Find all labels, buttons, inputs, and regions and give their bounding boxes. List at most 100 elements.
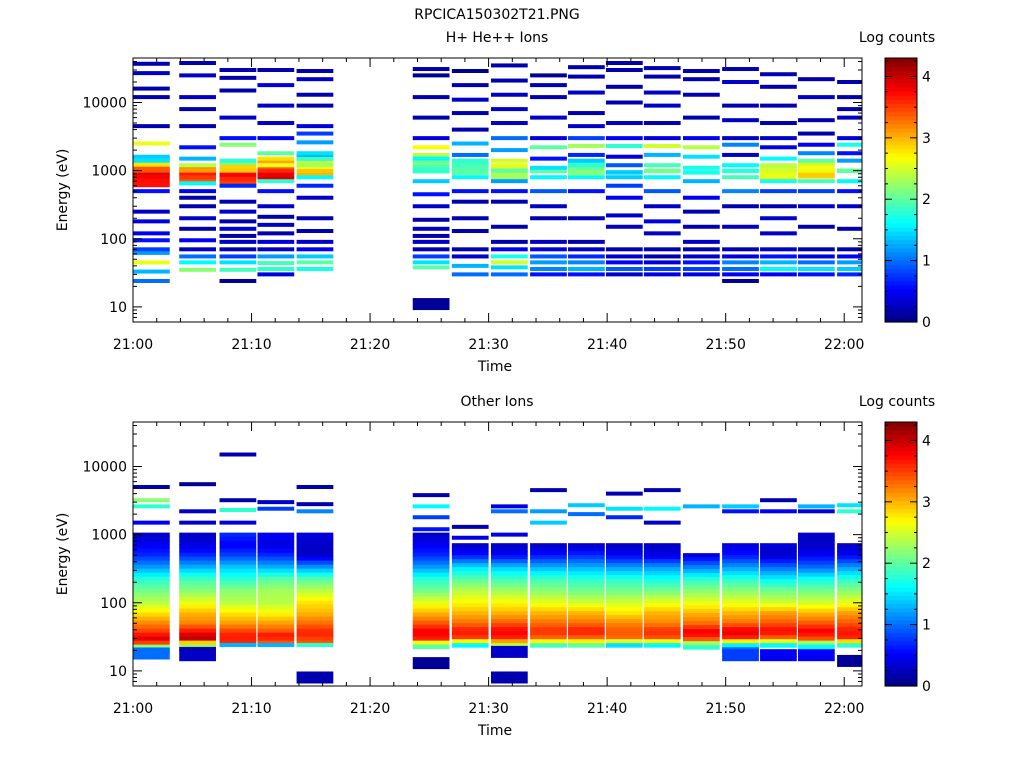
energy-bin-cell [605,254,643,259]
colorbar-segment [885,640,917,646]
energy-bin-cell [133,86,170,91]
time-bin-column [412,493,450,670]
energy-bin-cell [451,163,489,168]
energy-bin-cell [605,266,643,271]
energy-bin-cell [530,579,567,584]
energy-bin-cell [219,608,257,614]
energy-bin-cell [296,548,334,554]
energy-bin-cell [296,560,334,566]
energy-bin-cell [179,646,216,651]
energy-bin-cell [837,179,862,184]
energy-bin-cell [490,623,528,628]
energy-bin-cell [451,603,489,608]
colorbar-segment [885,549,917,555]
colorbar-segment [885,426,917,431]
energy-bin-cell [179,620,216,626]
energy-bin-cell [568,587,605,592]
energy-bin-cell [257,592,295,598]
energy-bin-cell [133,600,170,606]
energy-bin-cell [133,644,170,650]
energy-bin-cell [643,168,681,174]
energy-bin-cell [643,607,681,612]
colorbar-segment [885,173,917,179]
energy-bin-cell [451,158,489,164]
energy-bin-cell [722,152,759,157]
energy-bin-cell [722,599,759,604]
energy-bin-cell [219,616,257,622]
energy-bin-cell [605,579,643,584]
energy-bin-cell [412,95,450,100]
energy-bin-cell [643,103,681,108]
energy-bin-cell [837,79,862,84]
energy-bin-cell [219,560,257,566]
energy-bin-cell [296,228,334,233]
energy-bin-cell [797,640,835,646]
energy-bin-cell [760,168,797,173]
energy-bin-cell [643,551,681,556]
energy-bin-cell [530,175,567,180]
energy-bin-cell [837,579,862,584]
colorbar-segment [885,148,917,154]
energy-bin-cell [490,163,528,168]
energy-bin-cell [683,589,720,594]
time-bin-column [760,498,797,662]
energy-bin-cell [296,183,334,188]
colorbar-segment [885,218,917,224]
energy-bin-cell [179,145,216,150]
energy-bin-cell [643,623,681,628]
energy-bin-cell [133,568,170,574]
energy-bin-cell [257,172,295,178]
energy-bin-cell [643,603,681,608]
energy-bin-cell [568,247,605,252]
energy-bin-cell [179,644,216,650]
colorbar-segment [885,313,917,319]
energy-bin-cell [257,604,295,610]
energy-bin-cell [530,204,567,209]
energy-bin-cell [490,509,528,514]
energy-bin-cell [451,627,489,632]
energy-bin-cell [760,599,797,604]
energy-bin-cell [179,584,216,590]
energy-bin-cell [837,543,862,548]
energy-bin-cell [133,238,170,243]
colorbar-segment [885,582,917,588]
energy-bin-cell [257,612,295,618]
energy-bin-cell [722,583,759,588]
colorbar-segment [885,450,917,456]
energy-bin-cell [451,216,489,221]
colorbar-segment [885,483,917,489]
energy-bin-cell [412,536,450,542]
energy-bin-cell [412,588,450,594]
energy-bin-cell [179,548,216,554]
energy-bin-cell [451,547,489,552]
energy-bin-cell [257,568,295,574]
energy-bin-cell [490,583,528,588]
energy-bin-cell [530,599,567,604]
energy-bin-cell [837,509,862,514]
colorbar-segment [885,475,917,481]
energy-bin-cell [179,572,216,578]
energy-bin-cell [219,520,257,525]
energy-bin-cell [797,620,835,626]
energy-bin-cell [605,136,643,141]
colorbar-segment [885,615,917,621]
energy-bin-cell [133,548,170,554]
x-tick-label: 21:00 [113,701,153,717]
energy-bin-cell [490,559,528,564]
energy-bin-cell [605,635,643,640]
energy-bin-cell [797,536,835,542]
energy-bin-cell [133,612,170,618]
spectrogram [133,452,862,684]
energy-bin-cell [797,77,835,82]
energy-bin-cell [568,65,605,70]
energy-bin-cell [797,168,835,173]
energy-bin-cell [133,624,170,630]
energy-bin-cell [296,216,334,221]
energy-bin-cell [643,152,681,157]
y-axis-label: Energy (eV) [55,149,71,232]
energy-bin-cell [179,216,216,221]
energy-bin-cell [530,520,567,525]
energy-bin-cell [837,654,862,667]
energy-bin-cell [568,611,605,616]
energy-bin-cell [296,175,334,180]
